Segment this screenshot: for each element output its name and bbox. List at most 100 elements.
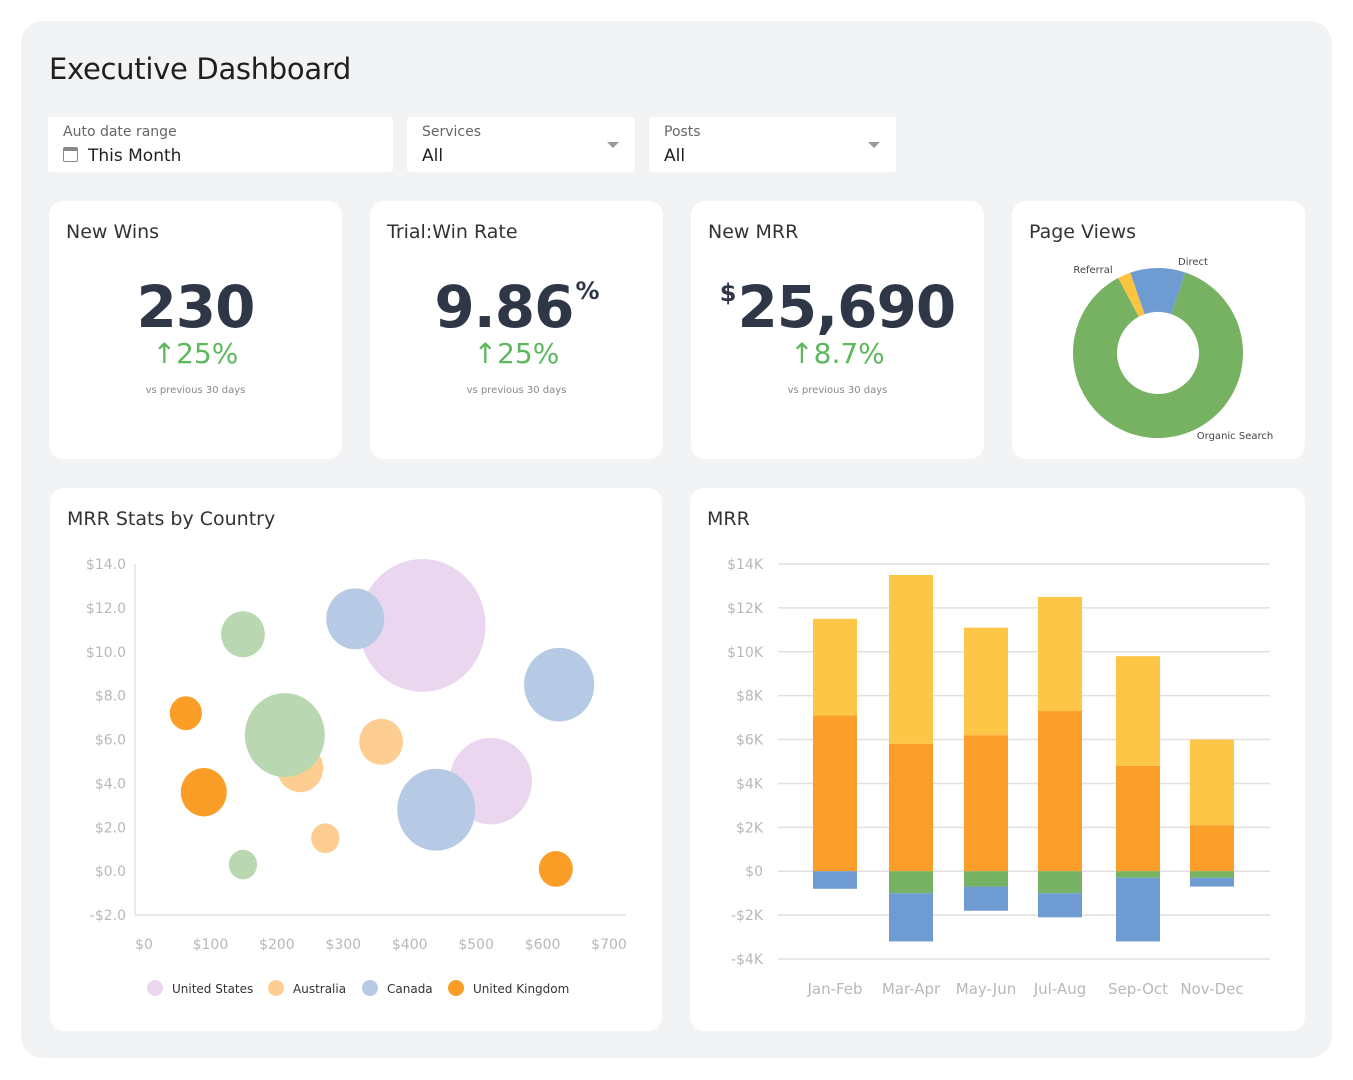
x-tick-label: Jul-Aug	[1033, 980, 1086, 998]
donut-slice-organic-search	[1073, 272, 1243, 439]
card-title: MRR	[707, 508, 750, 530]
bar-segment	[1116, 656, 1160, 766]
filter-value: This Month	[88, 146, 182, 166]
y-tick-label: $2.0	[95, 820, 126, 836]
legend-label: Australia	[293, 982, 346, 996]
legend-label: United Kingdom	[473, 982, 569, 996]
donut-label: Organic Search	[1197, 431, 1273, 442]
bubble-series-4	[228, 849, 258, 880]
bar-segment	[964, 886, 1008, 911]
chevron-down-icon[interactable]	[607, 142, 619, 148]
card-title: MRR Stats by Country	[67, 508, 276, 530]
bar-segment	[1038, 893, 1082, 918]
donut-slice-referral	[1118, 272, 1145, 317]
x-tick-label: May-Jun	[956, 980, 1016, 998]
bar-segment	[889, 893, 933, 942]
x-tick-label: $200	[259, 937, 295, 953]
bar-segment	[1190, 877, 1234, 887]
kpi-comparison: vs previous 30 days	[145, 385, 246, 396]
card-title: New MRR	[708, 221, 799, 243]
kpi-card-new-wins: New Wins 230 ↑25% vs previous 30 days	[49, 201, 342, 459]
donut-slice-direct	[1130, 268, 1186, 315]
kpi-delta: ↑8.7%	[790, 337, 885, 370]
bubble-australia	[311, 823, 340, 854]
y-tick-label: $0.0	[95, 864, 126, 880]
y-tick-label: -$2K	[731, 908, 764, 924]
kpi-value: $25,690	[719, 273, 957, 341]
x-tick-label: Jan-Feb	[806, 980, 862, 998]
y-tick-label: -$4K	[731, 952, 764, 968]
bar-segment	[813, 618, 857, 716]
page-title: Executive Dashboard	[49, 52, 352, 86]
x-tick-label: $600	[525, 937, 561, 953]
filter-value: All	[664, 146, 686, 166]
bar-segment	[1116, 877, 1160, 942]
kpi-comparison: vs previous 30 days	[466, 385, 567, 396]
bar-segment	[964, 871, 1008, 887]
y-tick-label: $8K	[736, 689, 764, 705]
kpi-value: 9.86%	[434, 273, 599, 341]
donut-label: Referral	[1073, 265, 1112, 276]
chevron-down-icon[interactable]	[868, 142, 880, 148]
y-tick-label: $14.0	[86, 557, 126, 573]
x-tick-label: Nov-Dec	[1180, 980, 1243, 998]
x-tick-label: $300	[325, 937, 361, 953]
legend-label: United States	[172, 982, 253, 996]
y-tick-label: $4K	[736, 776, 764, 792]
y-tick-label: $6K	[736, 733, 764, 749]
calendar-icon	[63, 147, 78, 162]
y-tick-label: $0	[745, 864, 763, 880]
bar-segment	[1190, 825, 1234, 872]
filter-value: All	[422, 146, 444, 166]
mrr-card: MRR $14K $12K $10K $8K $6K $4K $2K $0 -$2K -$4K Ja…	[690, 488, 1305, 1031]
kpi-comparison: vs previous 30 days	[787, 385, 888, 396]
date-range-filter[interactable]: Auto date range This Month	[48, 117, 393, 172]
y-tick-label: $12K	[727, 601, 764, 617]
legend-swatch	[362, 980, 378, 996]
x-tick-label: $700	[591, 937, 627, 953]
kpi-delta: ↑25%	[152, 337, 239, 370]
mrr-by-country-card: MRR Stats by Country $14.0 $12.0 $10.0 $8.0…	[50, 488, 662, 1031]
bar-segment	[889, 574, 933, 744]
bar-segment	[1038, 596, 1082, 712]
legend-swatch	[448, 980, 464, 996]
bar-segment	[1190, 739, 1234, 826]
mrr-bar-chart: $14K $12K $10K $8K $6K $4K $2K $0 -$2K -$4K Jan-Fe…	[727, 557, 1270, 998]
legend-label: Canada	[387, 982, 433, 996]
bar-segment	[1038, 711, 1082, 872]
bubble-united-kingdom	[538, 851, 573, 887]
legend-swatch	[147, 980, 163, 996]
kpi-delta: ↑25%	[473, 337, 560, 370]
bar-segment	[1190, 871, 1234, 878]
page-views-card: Page Views Referral Direct Organic Search	[1012, 201, 1305, 459]
x-tick-label: Sep-Oct	[1108, 980, 1168, 998]
bar-segment	[889, 871, 933, 894]
legend-swatch	[268, 980, 284, 996]
x-tick-label: $0	[135, 937, 153, 953]
bubble-canada	[397, 768, 476, 851]
y-tick-label: $4.0	[95, 776, 126, 792]
y-tick-label: -$2.0	[90, 908, 126, 924]
kpi-card-trial-win-rate: Trial:Win Rate 9.86% ↑25% vs previous 30…	[370, 201, 663, 459]
kpi-value: 230	[136, 273, 255, 341]
card-title: Trial:Win Rate	[387, 221, 518, 243]
y-tick-label: $12.0	[86, 601, 126, 617]
x-tick-label: $400	[392, 937, 428, 953]
bubble-canada	[524, 647, 595, 722]
y-tick-label: $6.0	[95, 733, 126, 749]
bar-segment	[889, 743, 933, 872]
y-tick-label: $8.0	[95, 689, 126, 705]
y-tick-label: $10K	[727, 645, 764, 661]
filter-label: Auto date range	[63, 124, 177, 140]
bar-segment	[964, 627, 1008, 736]
bar-segment	[1116, 871, 1160, 878]
donut-label: Direct	[1178, 257, 1208, 268]
bar-segment	[813, 871, 857, 889]
posts-filter[interactable]: Posts All	[649, 117, 896, 172]
bubble-united-kingdom	[180, 767, 227, 817]
x-tick-label: Mar-Apr	[882, 980, 941, 998]
bar-segment	[964, 735, 1008, 872]
services-filter[interactable]: Services All	[407, 117, 635, 172]
filter-label: Posts	[664, 124, 701, 140]
mrr-bubble-chart: $14.0 $12.0 $10.0 $8.0 $6.0 $4.0 $2.0 $0.0 -$2.0…	[86, 557, 627, 996]
